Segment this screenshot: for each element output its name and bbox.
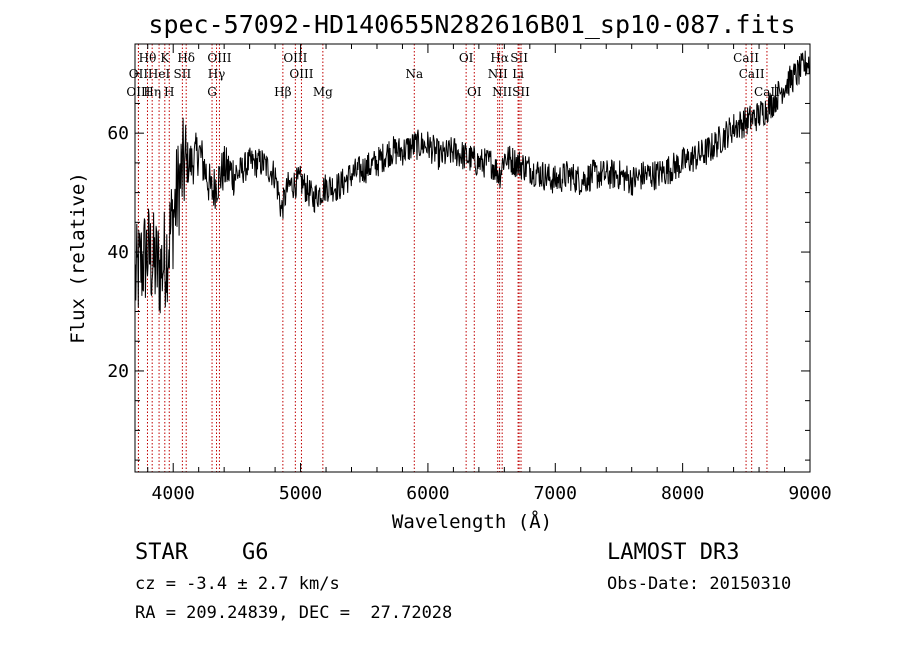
spectral-line-label: Hθ — [139, 51, 157, 65]
spectral-line-label: Hα — [490, 51, 509, 65]
y-axis-label: Flux (relative) — [67, 172, 89, 344]
spectral-line-label: NII — [492, 85, 512, 99]
spectral-line-label: K — [160, 51, 170, 65]
spectral-line-label: NII — [488, 67, 508, 81]
spectral-line-label: SII — [510, 51, 528, 65]
spectral-line-label: OI — [467, 85, 482, 99]
spectral-line-label: Hη — [143, 85, 161, 99]
y-tick-label: 60 — [107, 123, 129, 144]
spectrum-series-line — [134, 50, 810, 314]
spectral-line-label: CaII — [754, 85, 780, 99]
x-tick-label: 7000 — [534, 483, 577, 504]
axis-ticks-layer: 4000 5000 6000 7000 8000 9000 20 40 60 — [107, 43, 832, 504]
spectral-line-label: Mg — [313, 85, 333, 99]
object-class: STAR — [135, 540, 188, 565]
x-axis-label: Wavelength (Å) — [392, 510, 552, 533]
ra-dec-text: RA = 209.24839, DEC = 27.72028 — [135, 603, 453, 623]
x-tick-label: 9000 — [788, 483, 831, 504]
object-subclass: G6 — [242, 540, 269, 565]
x-tick-label: 8000 — [661, 483, 704, 504]
spectrum-layer — [134, 50, 810, 314]
obs-date: Obs-Date: 20150310 — [607, 574, 792, 594]
plot-frame — [134, 43, 811, 473]
survey-name: LAMOST DR3 — [607, 540, 740, 565]
spectral-line-label: CaII — [733, 51, 759, 65]
spectral-line-label: OIII — [126, 85, 150, 99]
spectral-line-label: SII — [174, 67, 192, 81]
x-tick-label: 5000 — [279, 483, 322, 504]
y-tick-label: 20 — [107, 361, 129, 382]
spectral-line-label: OIII — [283, 51, 307, 65]
spectral-line-label: Hδ — [177, 51, 195, 65]
spectral-line-label: CaII — [739, 67, 765, 81]
spectral-line-label: Na — [405, 67, 423, 81]
spectral-line-label: Hγ — [208, 67, 226, 81]
chart-title: spec-57092-HD140655N282616B01_sp10-087.f… — [148, 10, 795, 39]
y-tick-label: 40 — [107, 242, 129, 263]
spectral-line-label: Li — [512, 67, 524, 81]
spectral-line-label: OIII — [289, 67, 313, 81]
spectral-line-label: OI — [459, 51, 474, 65]
redshift-text: cz = -3.4 ± 2.7 km/s — [135, 574, 340, 594]
x-tick-label: 6000 — [406, 483, 449, 504]
spectral-line-label: Hβ — [274, 85, 291, 99]
x-tick-label: 4000 — [152, 483, 195, 504]
spectral-line-label: H — [164, 85, 174, 99]
spectral-line-label: OIII — [207, 51, 231, 65]
spectral-lines-layer: HθKHδOIIIOIIIOIHαSIICaIIOIIHeISIIHγOIIIN… — [126, 44, 780, 472]
spectral-line-label: HeI — [148, 67, 171, 81]
spectral-line-label: SII — [512, 85, 530, 99]
spectral-line-label: G — [207, 85, 217, 99]
